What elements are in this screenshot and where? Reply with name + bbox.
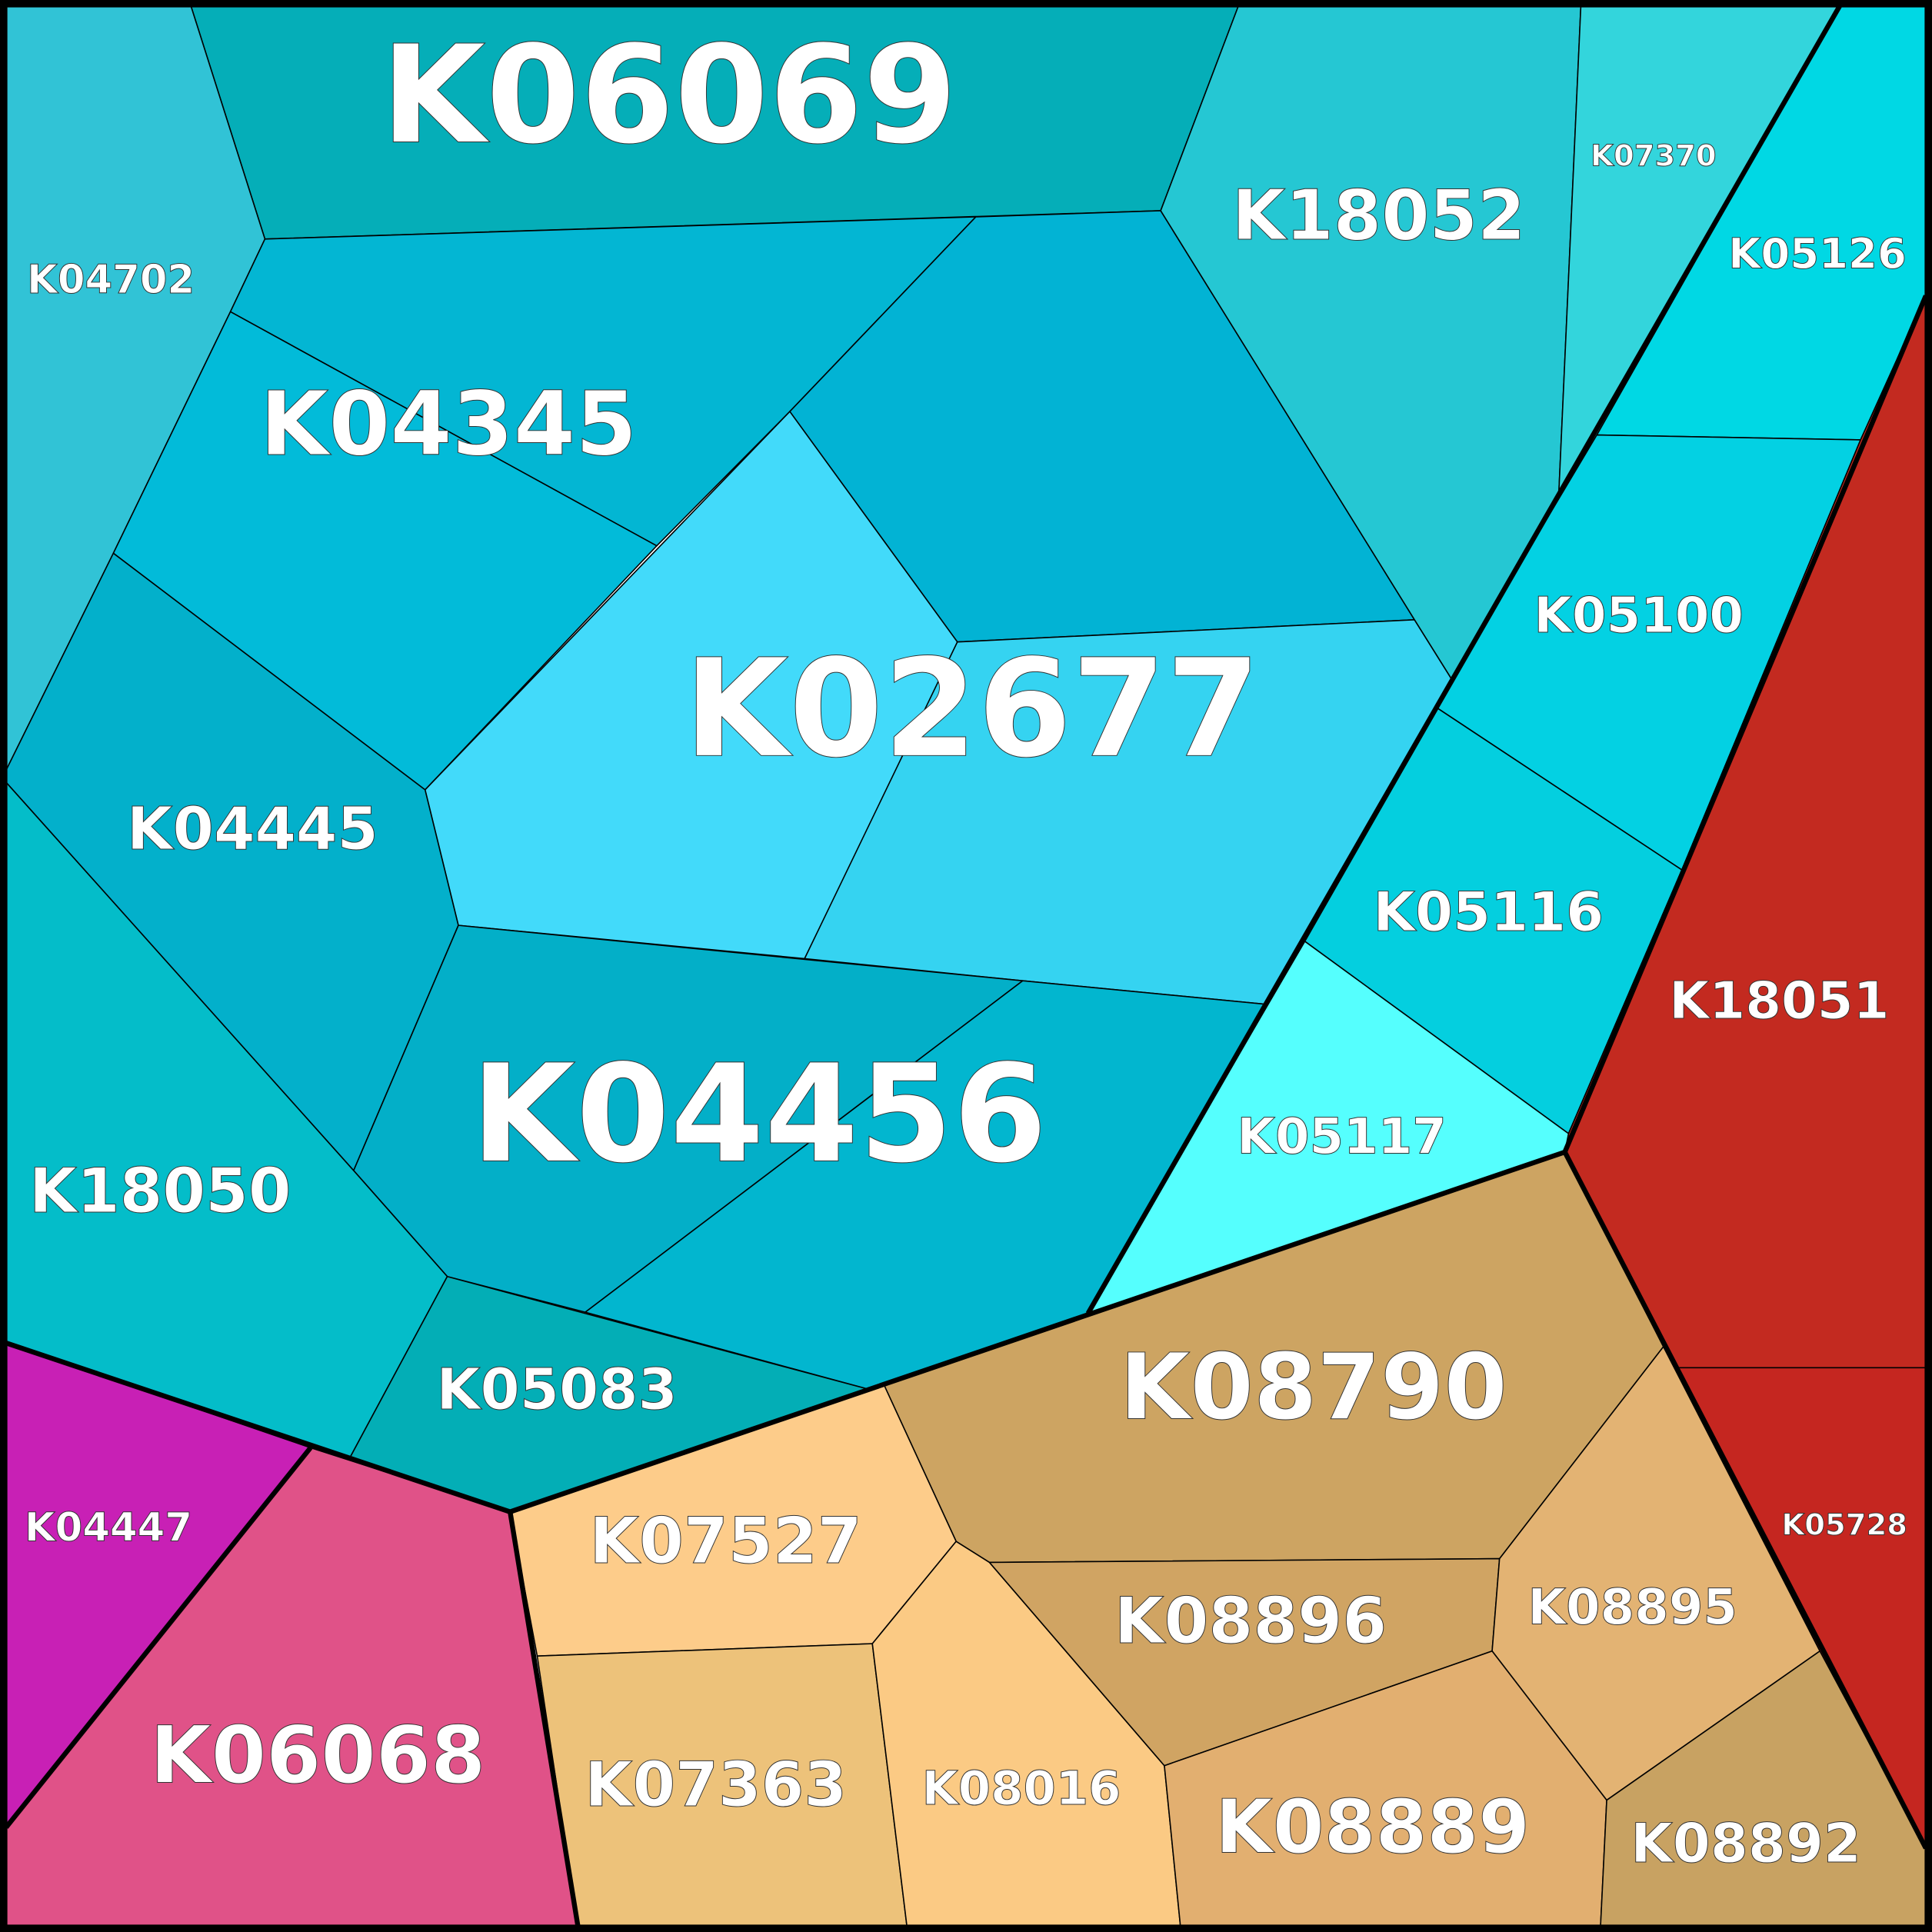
group-border bbox=[508, 1511, 581, 1927]
group-border bbox=[1562, 1151, 1928, 1850]
cell-label: K08895 bbox=[1527, 1579, 1737, 1636]
cell-label: K05728 bbox=[1781, 1507, 1907, 1542]
cell bbox=[229, 216, 978, 547]
cell-label: K08889 bbox=[1215, 1784, 1530, 1870]
cell-label: K07370 bbox=[1591, 139, 1717, 174]
cell-label: K08896 bbox=[1114, 1584, 1387, 1658]
cell-label: K08892 bbox=[1631, 1812, 1861, 1875]
cell-label: K06068 bbox=[150, 1710, 485, 1802]
cell-label: K04456 bbox=[471, 1034, 1048, 1193]
cell-label: K06069 bbox=[381, 16, 958, 175]
cell-label: K18050 bbox=[29, 1155, 291, 1227]
cell-label: K04447 bbox=[25, 1505, 192, 1551]
cell-label: K08016 bbox=[922, 1761, 1121, 1816]
cell-label: K05116 bbox=[1373, 881, 1604, 944]
cell-label: K08790 bbox=[1120, 1334, 1507, 1441]
group-border bbox=[5, 295, 1928, 1515]
cells bbox=[5, 5, 1927, 1927]
group-border bbox=[1085, 5, 1842, 1315]
cell-label: K05100 bbox=[1534, 588, 1744, 645]
cell-label: K07363 bbox=[585, 1749, 847, 1820]
cell-label: K04345 bbox=[260, 373, 638, 476]
cell-label: K05117 bbox=[1237, 1108, 1447, 1165]
cell-label: K04445 bbox=[127, 795, 378, 864]
cell-label: K04702 bbox=[27, 257, 195, 303]
cell-label: K05126 bbox=[1728, 228, 1907, 278]
labels: K06069 K04702 K04345 K02677 K18052 K0737… bbox=[24, 15, 1907, 1875]
cell-label: K02677 bbox=[684, 629, 1261, 788]
cell-label: K05083 bbox=[436, 1357, 677, 1423]
cell-label: K18051 bbox=[1669, 971, 1889, 1031]
cell-label: K18052 bbox=[1232, 176, 1526, 256]
group-border bbox=[4, 1446, 313, 1829]
cell-label: K07527 bbox=[589, 1504, 861, 1578]
